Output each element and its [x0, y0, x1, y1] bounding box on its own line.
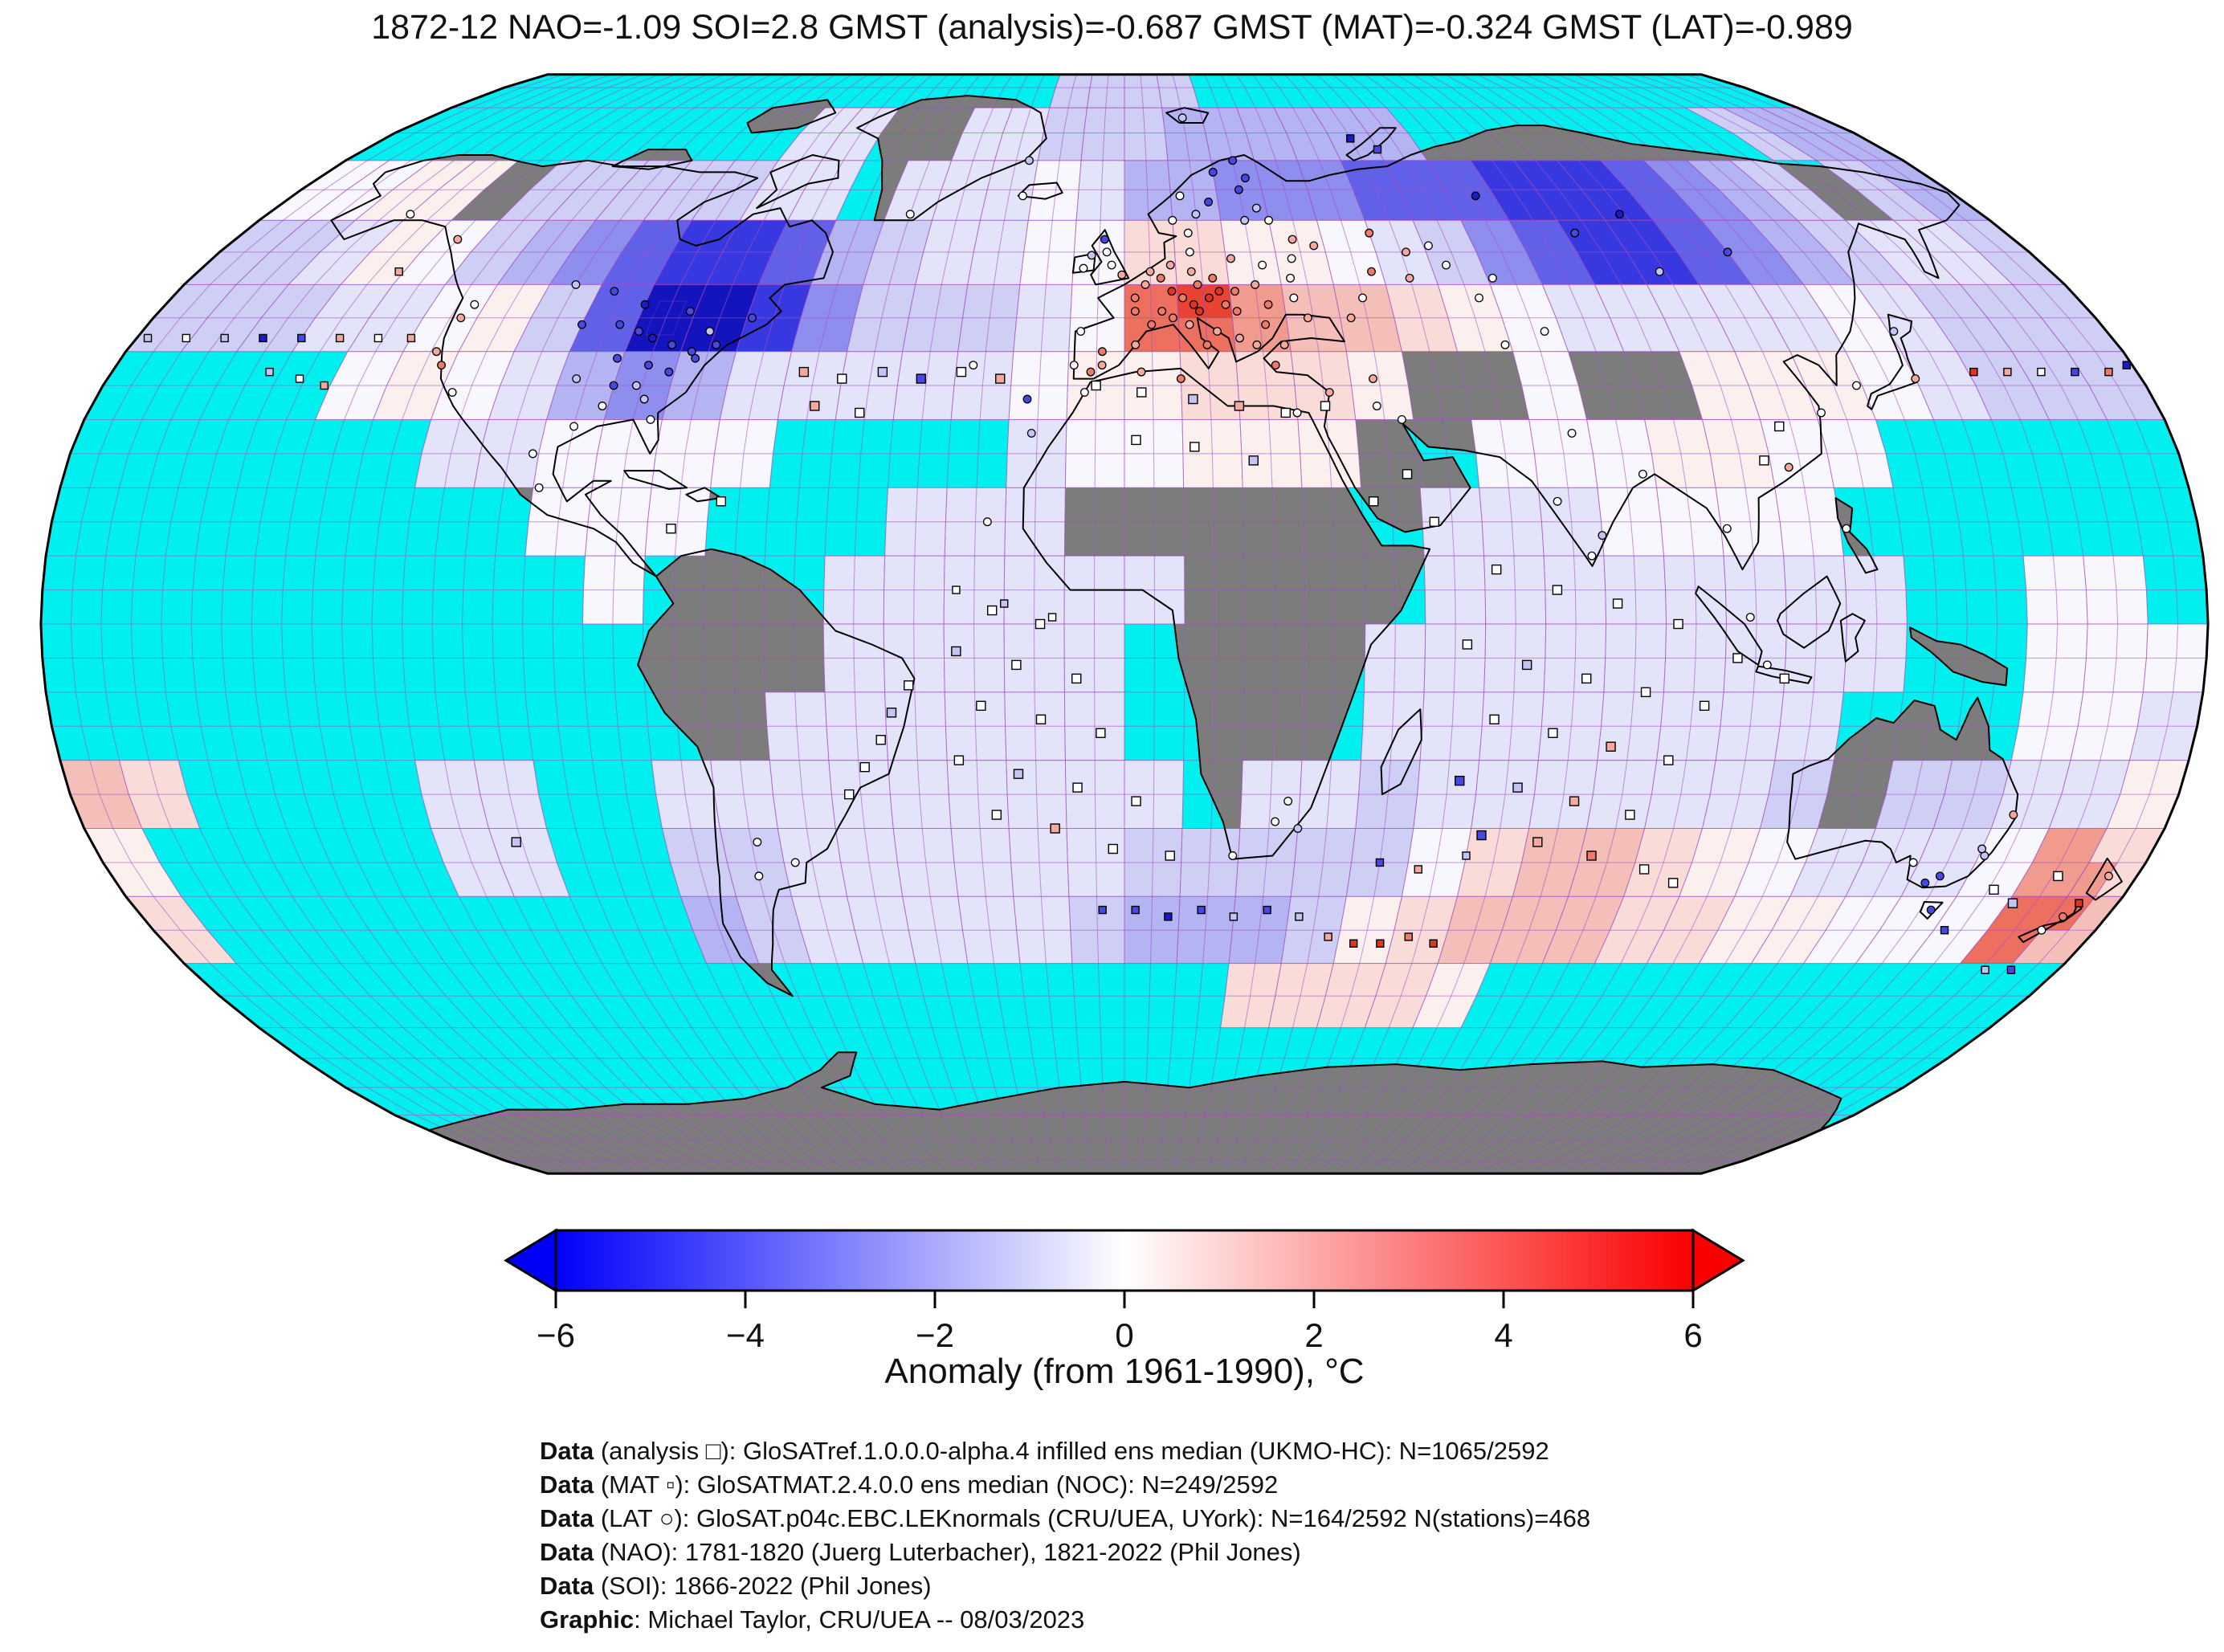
map-outline: [39, 73, 2210, 1175]
colorbar-tick-label: 4: [1494, 1316, 1512, 1354]
graticule-layer: [40, 74, 2209, 1174]
colorbar-tick-label: −4: [726, 1316, 765, 1354]
coast-madagascar: [1380, 708, 1422, 796]
coast-philippines: [1834, 497, 1879, 574]
coast-south-america: [637, 548, 916, 997]
coast-novaya-zemlya: [1345, 127, 1397, 161]
colorbar-max-arrow: [1691, 1228, 1745, 1293]
coast-sulawesi: [1839, 613, 1866, 663]
coast-iceland: [1017, 182, 1063, 200]
coast-cuba: [623, 470, 688, 490]
colorbar-tick-label: 6: [1683, 1316, 1702, 1354]
colorbar-tick-label: 2: [1304, 1316, 1323, 1354]
coast-ellesmere: [746, 99, 837, 134]
colorbar-min-arrow: [504, 1228, 557, 1293]
coast-greenland: [856, 95, 1047, 222]
coast-borneo: [1777, 575, 1842, 649]
coast-victoria-island: [611, 149, 693, 170]
coast-north-america: [330, 154, 834, 577]
coast-japan: [1867, 313, 1918, 410]
coast-australia: [1786, 696, 2019, 889]
attribution-line: Graphic: Michael Taylor, CRU/UEA -- 08/0…: [540, 1605, 1085, 1634]
landmass-antarctica: [428, 1052, 1842, 1174]
coast-sumatra: [1695, 585, 1763, 666]
coast-britain: [1090, 229, 1130, 286]
attribution-line: Data (SOI): 1866-2022 (Phil Jones): [540, 1572, 932, 1600]
coast-baffin: [756, 154, 840, 210]
coast-java: [1755, 665, 1813, 684]
coast-new-guinea: [1909, 626, 2009, 687]
coast-antarctica: [427, 1051, 1842, 1174]
colorbar-tick-label: −6: [537, 1316, 575, 1354]
attribution-line: Data (NAO): 1781-1820 (Juerg Luterbacher…: [540, 1538, 1301, 1566]
coast-eurasia: [1072, 124, 1961, 571]
colorbar-tick-label: −2: [916, 1316, 954, 1354]
coastline-layer: [330, 95, 2123, 1174]
colorbar: −6 −4 −2 0 2 4 6 Anomaly (from 1961-1990), °C: [504, 1228, 1745, 1391]
coast-nz-north: [2085, 857, 2123, 901]
coast-svalbard: [1165, 107, 1210, 124]
landmass-philippines: [1835, 498, 1878, 573]
landmass-new-guinea: [1910, 627, 2008, 686]
colorbar-axis-label: Anomaly (from 1961-1990), °C: [884, 1352, 1364, 1391]
colorbar-gradient: [554, 1229, 1695, 1292]
station-markers-layer: [143, 113, 2131, 974]
attribution-line: Data (analysis □): GloSATref.1.0.0.0-alp…: [540, 1437, 1549, 1465]
figure-title: 1872-12 NAO=-1.09 SOI=2.8 GMST (analysis…: [371, 8, 1853, 47]
attribution-line: Data (LAT ○): GloSAT.p04c.EBC.LEKnormals…: [540, 1504, 1591, 1532]
colorbar-tick-label: 0: [1115, 1316, 1133, 1354]
coast-africa: [1022, 367, 1431, 860]
data-attribution: Data (analysis □): GloSATref.1.0.0.0-alp…: [540, 1434, 1590, 1637]
coast-tasmania: [1919, 901, 1944, 920]
attribution-line: Data (MAT ▫): GloSATMAT.2.4.0.0 ens medi…: [540, 1470, 1279, 1499]
